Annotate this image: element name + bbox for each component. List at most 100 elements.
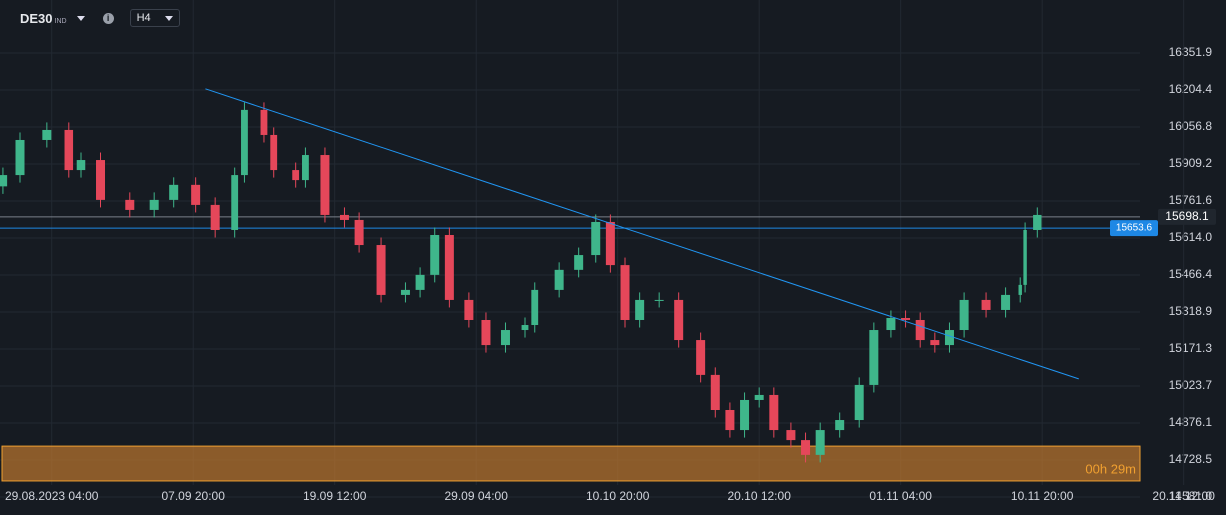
candle-body xyxy=(500,330,510,346)
candle-body xyxy=(740,399,750,431)
x-tick-label: 10.10 20:00 xyxy=(586,489,650,503)
y-tick-label: 14876.1 xyxy=(1169,415,1213,429)
candle-body xyxy=(270,134,278,171)
x-tick-label: 01.11 04:00 xyxy=(869,489,932,503)
candle-body xyxy=(64,129,74,171)
candle-body xyxy=(725,410,735,431)
candle-body xyxy=(1023,229,1027,285)
candle-body xyxy=(591,221,601,256)
symbol[interactable]: DE30 IND xyxy=(20,11,67,26)
y-tick-label: 15909.2 xyxy=(1169,156,1213,170)
candle-body xyxy=(930,340,940,346)
candle-body xyxy=(415,274,425,290)
toolbar: DE30 IND i H4 xyxy=(0,0,180,36)
y-tick-label: 16204.4 xyxy=(1169,82,1213,96)
y-tick-label: 15761.6 xyxy=(1169,193,1213,207)
candle-body xyxy=(754,394,764,400)
candle-body xyxy=(15,139,25,176)
candle-body xyxy=(320,155,330,215)
trend-line xyxy=(205,88,1079,380)
candle-body xyxy=(302,155,309,181)
y-tick-label: 16351.9 xyxy=(1169,45,1213,59)
market: IND xyxy=(54,17,67,25)
x-tick-label: 29.09 04:00 xyxy=(444,489,508,503)
candle-body xyxy=(210,204,220,230)
x-tick-label: 29.08.2023 04:00 xyxy=(5,489,99,503)
candle-body xyxy=(400,289,410,295)
candle-body xyxy=(605,221,615,266)
price-label-box xyxy=(1110,220,1158,237)
candle-body xyxy=(1001,294,1011,310)
candle-body xyxy=(786,430,796,441)
y-tick-label: 15614.0 xyxy=(1169,230,1213,244)
candle-body xyxy=(241,109,248,176)
price-label-box xyxy=(1158,208,1216,225)
candle-body xyxy=(835,420,845,431)
y-tick-label: 15171.3 xyxy=(1169,341,1213,355)
price-label: 15653.6 xyxy=(1116,223,1153,234)
candle-body xyxy=(901,317,911,320)
candle-body xyxy=(815,430,825,455)
candle-body xyxy=(42,129,52,140)
candle-body xyxy=(654,299,664,301)
x-tick-label: 19.09 12:00 xyxy=(303,489,367,503)
symbol-name: DE30 xyxy=(20,10,53,26)
candle-body xyxy=(339,214,349,220)
y-tick-label: 14728.5 xyxy=(1169,452,1213,466)
candle-body xyxy=(574,255,584,270)
y-tick-label: 15318.9 xyxy=(1169,304,1213,318)
candle-body xyxy=(149,199,159,210)
candle-body xyxy=(869,330,879,385)
candle-body xyxy=(1033,214,1042,230)
candle-body xyxy=(376,245,386,295)
candle-body xyxy=(959,299,969,331)
candle-body xyxy=(231,175,239,230)
candle-body xyxy=(801,440,811,455)
candle-body xyxy=(710,374,720,411)
candle-body xyxy=(76,160,86,171)
candle-body xyxy=(125,199,135,210)
candle-body xyxy=(0,175,8,187)
timeframe: H4 xyxy=(136,12,151,24)
candle-body xyxy=(191,184,201,205)
timeframe-select[interactable]: H4 xyxy=(129,9,180,27)
candle-body xyxy=(531,289,539,326)
candle-body xyxy=(169,184,179,200)
candle-body xyxy=(554,269,564,290)
candle-body xyxy=(96,160,106,200)
candle-body xyxy=(464,299,474,320)
candle-body xyxy=(620,265,630,320)
candle-body xyxy=(886,317,896,331)
y-tick-label: 16056.8 xyxy=(1169,119,1213,133)
candle-body xyxy=(674,299,684,341)
candle-body xyxy=(981,299,991,310)
x-tick-label: 20.11 12:00 xyxy=(1152,489,1215,503)
y-tick-label: 15466.4 xyxy=(1169,267,1213,281)
countdown: 00h 29m xyxy=(1085,461,1136,476)
candle-body xyxy=(481,319,491,346)
candle-body xyxy=(1018,284,1022,295)
candle-body xyxy=(635,299,645,320)
x-tick-label: 07.09 20:00 xyxy=(162,489,226,503)
candle-body xyxy=(944,330,954,346)
info-icon[interactable]: i xyxy=(102,12,114,24)
candle-body xyxy=(915,319,925,341)
candle-body xyxy=(292,170,300,181)
candle-body xyxy=(696,340,706,375)
candle-body xyxy=(354,219,364,246)
zone xyxy=(1,445,1141,482)
caret xyxy=(164,15,173,21)
price-label: 15698.1 xyxy=(1165,209,1209,223)
x-tick-label: 10.11 20:00 xyxy=(1011,489,1074,503)
x-tick-label: 20.10 12:00 xyxy=(727,489,791,503)
candle-body xyxy=(854,384,864,421)
symbol-dropdown[interactable] xyxy=(76,15,85,21)
candle-body xyxy=(769,394,779,431)
candle-body xyxy=(430,234,440,275)
y-tick-label: 14581.0 xyxy=(1169,489,1213,503)
candle-body xyxy=(444,234,454,300)
candle-body xyxy=(260,109,268,135)
candle-body xyxy=(521,325,529,331)
